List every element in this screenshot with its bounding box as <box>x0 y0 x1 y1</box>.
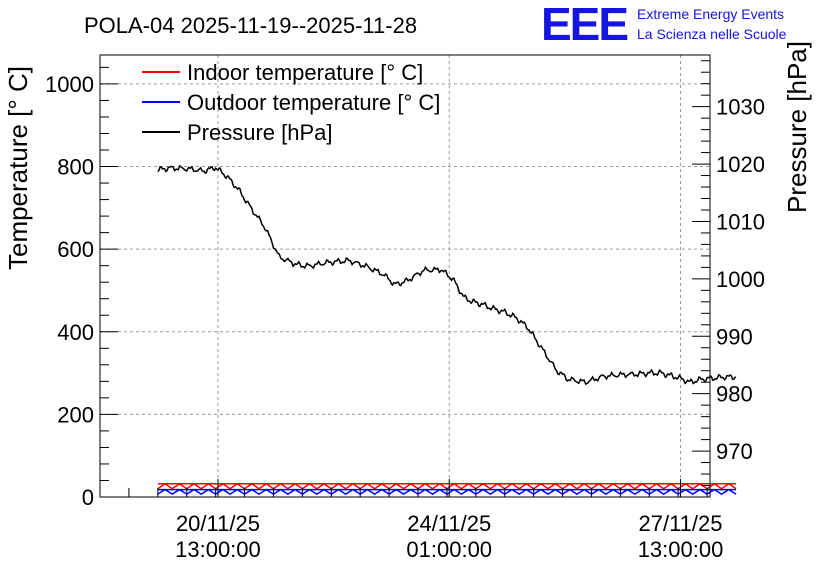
y-right-tick-label: 980 <box>716 382 753 407</box>
chart-title: POLA-04 2025-11-19--2025-11-28 <box>84 13 417 38</box>
x-tick-time: 13:00:00 <box>638 537 724 562</box>
y-axis-right-title: Pressure [hPa] <box>782 41 812 213</box>
grid <box>100 55 710 498</box>
y-left-tick-label: 800 <box>57 155 94 180</box>
eee-logo: EEE <box>541 0 627 50</box>
legend-label: Indoor temperature [° C] <box>187 60 423 85</box>
series-layer <box>157 164 737 495</box>
y-right-tick-label: 1030 <box>716 95 765 120</box>
plot-frame <box>99 54 711 498</box>
x-tick-date: 27/11/25 <box>639 511 723 536</box>
y-right-tick-label: 970 <box>716 439 753 464</box>
x-tick-date: 20/11/25 <box>176 511 260 536</box>
y-axis-left-title: Temperature [° C] <box>3 66 33 270</box>
y-right-tick-label: 1010 <box>716 209 765 234</box>
y-left-tick-label: 400 <box>57 320 94 345</box>
x-tick-time: 01:00:00 <box>406 537 492 562</box>
logo-caption-line2: La Scienza nelle Scuole <box>637 26 787 42</box>
legend-label: Outdoor temperature [° C] <box>187 90 440 115</box>
x-tick-date: 24/11/25 <box>407 511 491 536</box>
y-left-tick-label: 1000 <box>45 72 94 97</box>
x-tick-time: 13:00:00 <box>175 537 261 562</box>
y-left-tick-label: 600 <box>57 237 94 262</box>
y-left-tick-label: 200 <box>57 402 94 427</box>
legend: Indoor temperature [° C] Outdoor temperat… <box>142 60 440 145</box>
legend-label: Pressure [hPa] <box>187 120 333 145</box>
y-right-tick-label: 990 <box>716 324 753 349</box>
logo-caption-line1: Extreme Energy Events <box>637 6 784 22</box>
indoor-temperature-line <box>157 482 737 490</box>
y-right-tick-label: 1020 <box>716 152 765 177</box>
y-left-tick-label: 0 <box>82 485 94 510</box>
pressure-line <box>157 164 737 385</box>
y-right-tick-label: 1000 <box>716 267 765 292</box>
axes: 0 200 400 600 800 1000 970 980 990 1000 1010 1020 10… <box>45 60 765 562</box>
